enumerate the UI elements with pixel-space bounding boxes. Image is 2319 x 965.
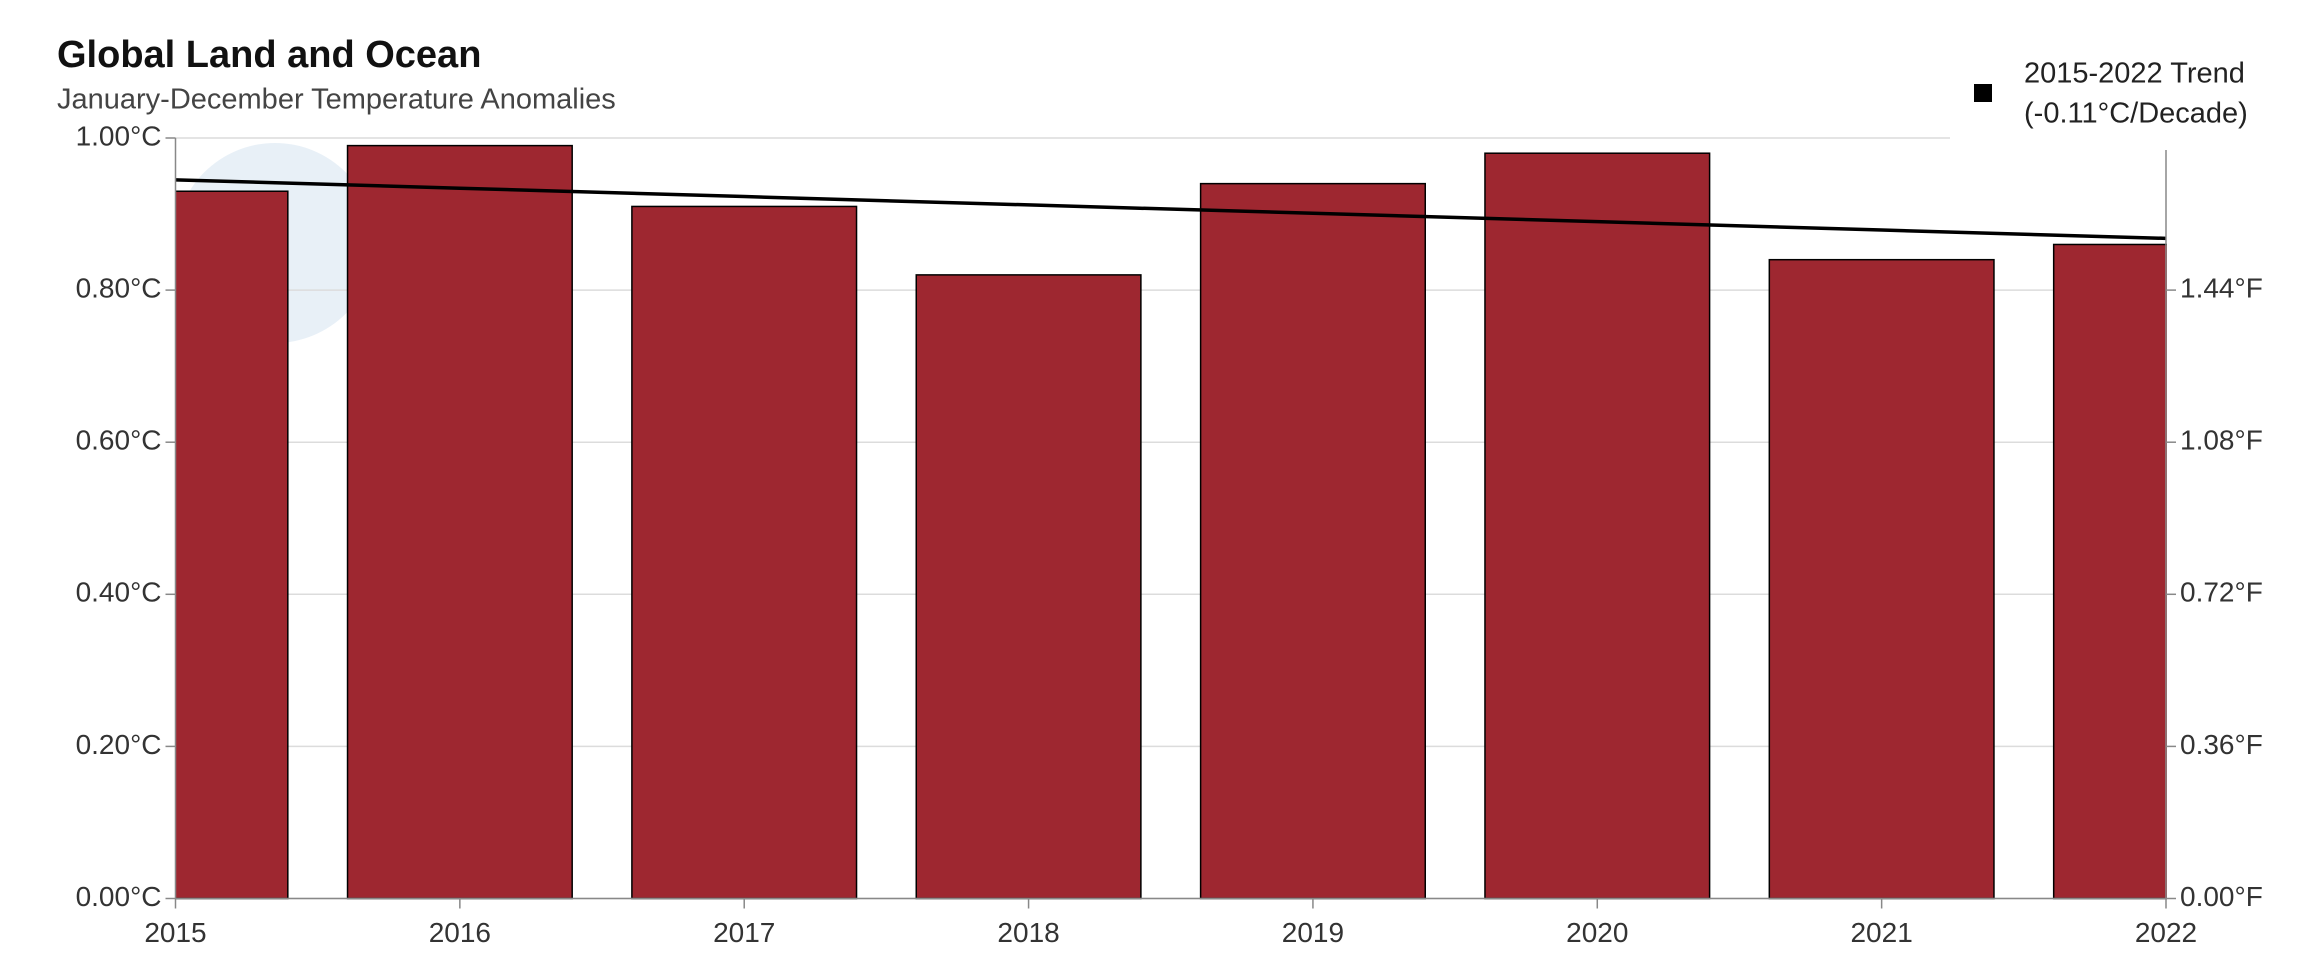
x-tick-label: 2017	[713, 917, 775, 948]
x-tick-label: 2015	[144, 917, 206, 948]
y2-tick-label: 0.00°F	[2180, 881, 2263, 912]
legend-note: (-0.11°C/Decade)	[2024, 98, 2248, 130]
bar	[2052, 243, 2167, 900]
y-tick-label: 1.00°C	[76, 120, 162, 151]
overlay: 0.00°C 0.20°C 0.40°C 0.60°C 0.80°C 1.00°C 0.00…	[76, 120, 2263, 948]
bars	[175, 144, 2167, 900]
x-tick-label: 2016	[429, 917, 491, 948]
trend-line	[175, 178, 2167, 241]
bar	[1768, 258, 1995, 900]
legend-label: 2015-2022 Trend	[2024, 58, 2245, 90]
chart-title: Global Land and Ocean	[57, 34, 481, 76]
x-tick-label: 2021	[1850, 917, 1912, 948]
chart-subtitle: January-December Temperature Anomalies	[57, 84, 616, 116]
x-tick-label: 2019	[1282, 917, 1344, 948]
bar	[1199, 182, 1426, 900]
bar	[346, 144, 573, 900]
y-tick-label: 0.20°C	[76, 729, 162, 760]
bar	[631, 205, 858, 900]
y-tick-label: 0.40°C	[76, 577, 162, 608]
bar	[1484, 152, 1711, 900]
legend-bg	[1950, 55, 2280, 150]
y-tick-label: 0.60°C	[76, 425, 162, 456]
y2-tick-label: 1.44°F	[2180, 272, 2263, 303]
y2-tick-label: 0.72°F	[2180, 577, 2263, 608]
y-tick-label: 0.80°C	[76, 272, 162, 303]
x-tick-label: 2022	[2135, 917, 2197, 948]
x-tick-label: 2018	[997, 917, 1059, 948]
y2-tick-label: 1.08°F	[2180, 425, 2263, 456]
legend-swatch	[1974, 84, 1992, 102]
bar	[915, 274, 1142, 900]
y2-tick-label: 0.36°F	[2180, 729, 2263, 760]
x-tick-label: 2020	[1566, 917, 1628, 948]
y-tick-label: 0.00°C	[76, 881, 162, 912]
